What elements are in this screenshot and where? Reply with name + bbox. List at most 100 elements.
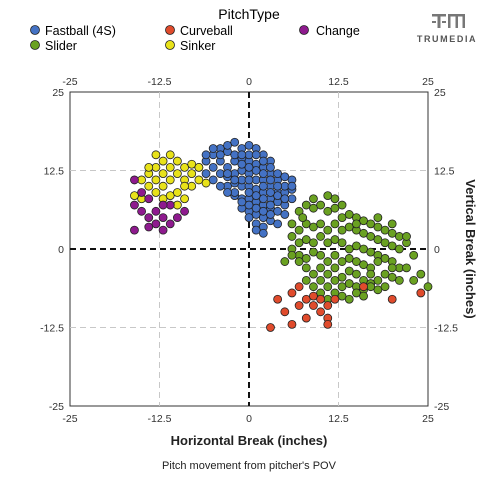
legend-swatch-curveball	[165, 25, 175, 35]
point-fastball-4s	[215, 150, 225, 160]
point-slider	[287, 250, 297, 260]
point-sinker	[165, 150, 175, 160]
point-slider	[380, 282, 390, 292]
point-change	[180, 206, 189, 216]
point-slider	[309, 247, 318, 257]
point-slider	[301, 235, 311, 244]
point-curveball	[294, 282, 304, 292]
point-change	[172, 213, 182, 223]
point-sinker	[158, 169, 168, 179]
point-fastball-4s	[237, 197, 247, 207]
point-fastball-4s	[258, 228, 268, 238]
point-fastball-4s	[266, 210, 275, 219]
point-slider	[337, 282, 347, 292]
legend-swatch-slider	[30, 40, 40, 50]
point-fastball-4s	[273, 219, 283, 229]
point-fastball-4s	[266, 188, 275, 197]
trumedia-logo: TRUMEDIA	[417, 14, 477, 44]
point-slider	[359, 228, 368, 238]
point-fastball-4s	[251, 166, 261, 175]
point-slider	[359, 291, 368, 301]
point-slider	[344, 266, 354, 276]
point-slider	[366, 247, 376, 257]
point-slider	[298, 213, 308, 223]
point-fastball-4s	[280, 172, 290, 182]
point-slider	[309, 222, 318, 232]
point-fastball-4s	[244, 200, 254, 210]
chart-caption: Pitch movement from pitcher's POV	[162, 460, 337, 472]
legend-label-curveball: Curveball	[180, 24, 233, 38]
y-tick-label-left: 12.5	[44, 166, 65, 178]
point-slider	[316, 200, 326, 210]
legend-label-slider: Slider	[45, 39, 77, 53]
point-change	[151, 206, 161, 216]
point-fastball-4s	[258, 194, 268, 204]
point-curveball	[323, 301, 333, 310]
point-slider	[301, 275, 311, 285]
point-curveball	[287, 319, 297, 329]
point-fastball-4s	[223, 140, 232, 150]
legend-swatch-change	[299, 25, 309, 35]
point-fastball-4s	[251, 191, 261, 201]
point-slider	[316, 263, 326, 273]
point-slider	[373, 213, 383, 223]
point-slider	[330, 219, 340, 229]
point-fastball-4s	[273, 191, 283, 201]
point-fastball-4s	[230, 175, 240, 185]
point-slider	[351, 241, 361, 251]
point-curveball	[301, 294, 311, 304]
point-sinker	[144, 181, 154, 191]
point-slider	[366, 219, 376, 229]
point-slider	[316, 232, 326, 241]
point-slider	[337, 272, 347, 282]
point-change	[130, 175, 139, 185]
point-sinker	[165, 162, 175, 172]
point-slider	[394, 244, 404, 254]
point-sinker	[144, 162, 154, 172]
point-slider	[373, 222, 383, 232]
point-slider	[330, 275, 340, 285]
legend-label-change: Change	[316, 24, 360, 38]
legend-swatch-sinker	[165, 40, 175, 50]
y-tick-label-left: 25	[52, 87, 64, 99]
point-change	[137, 206, 147, 216]
point-slider	[373, 285, 383, 295]
point-change	[158, 225, 168, 235]
point-change	[165, 219, 175, 229]
point-slider	[287, 219, 297, 229]
point-slider	[387, 263, 397, 273]
point-slider	[394, 275, 404, 285]
point-fastball-4s	[258, 169, 268, 179]
point-curveball	[359, 282, 368, 292]
point-slider	[344, 254, 354, 263]
point-curveball	[416, 288, 426, 298]
point-fastball-4s	[273, 181, 283, 191]
point-slider	[351, 288, 361, 298]
x-tick-label-bottom: -25	[62, 413, 77, 425]
point-slider	[301, 200, 311, 210]
point-change	[130, 225, 139, 235]
logo-mark-icon	[432, 14, 465, 28]
point-slider	[337, 200, 347, 210]
point-fastball-4s	[244, 162, 254, 172]
point-fastball-4s	[266, 200, 275, 210]
legend-title: PitchType	[218, 6, 280, 22]
brand-wordmark: TRUMEDIA	[417, 34, 477, 44]
point-slider	[337, 225, 347, 235]
point-slider	[344, 210, 354, 219]
point-fastball-4s	[201, 169, 211, 179]
y-tick-label-right: 0	[434, 244, 440, 256]
x-tick-label-top: 12.5	[328, 76, 349, 88]
point-sinker	[180, 162, 189, 172]
point-curveball	[280, 307, 290, 317]
point-slider	[323, 206, 333, 216]
point-slider	[387, 272, 397, 282]
point-slider	[323, 269, 333, 279]
point-curveball	[316, 307, 326, 317]
point-curveball	[309, 301, 318, 310]
point-slider	[301, 254, 311, 263]
point-slider	[294, 257, 304, 266]
point-slider	[380, 225, 390, 235]
point-fastball-4s	[287, 181, 297, 191]
point-fastball-4s	[280, 194, 290, 204]
